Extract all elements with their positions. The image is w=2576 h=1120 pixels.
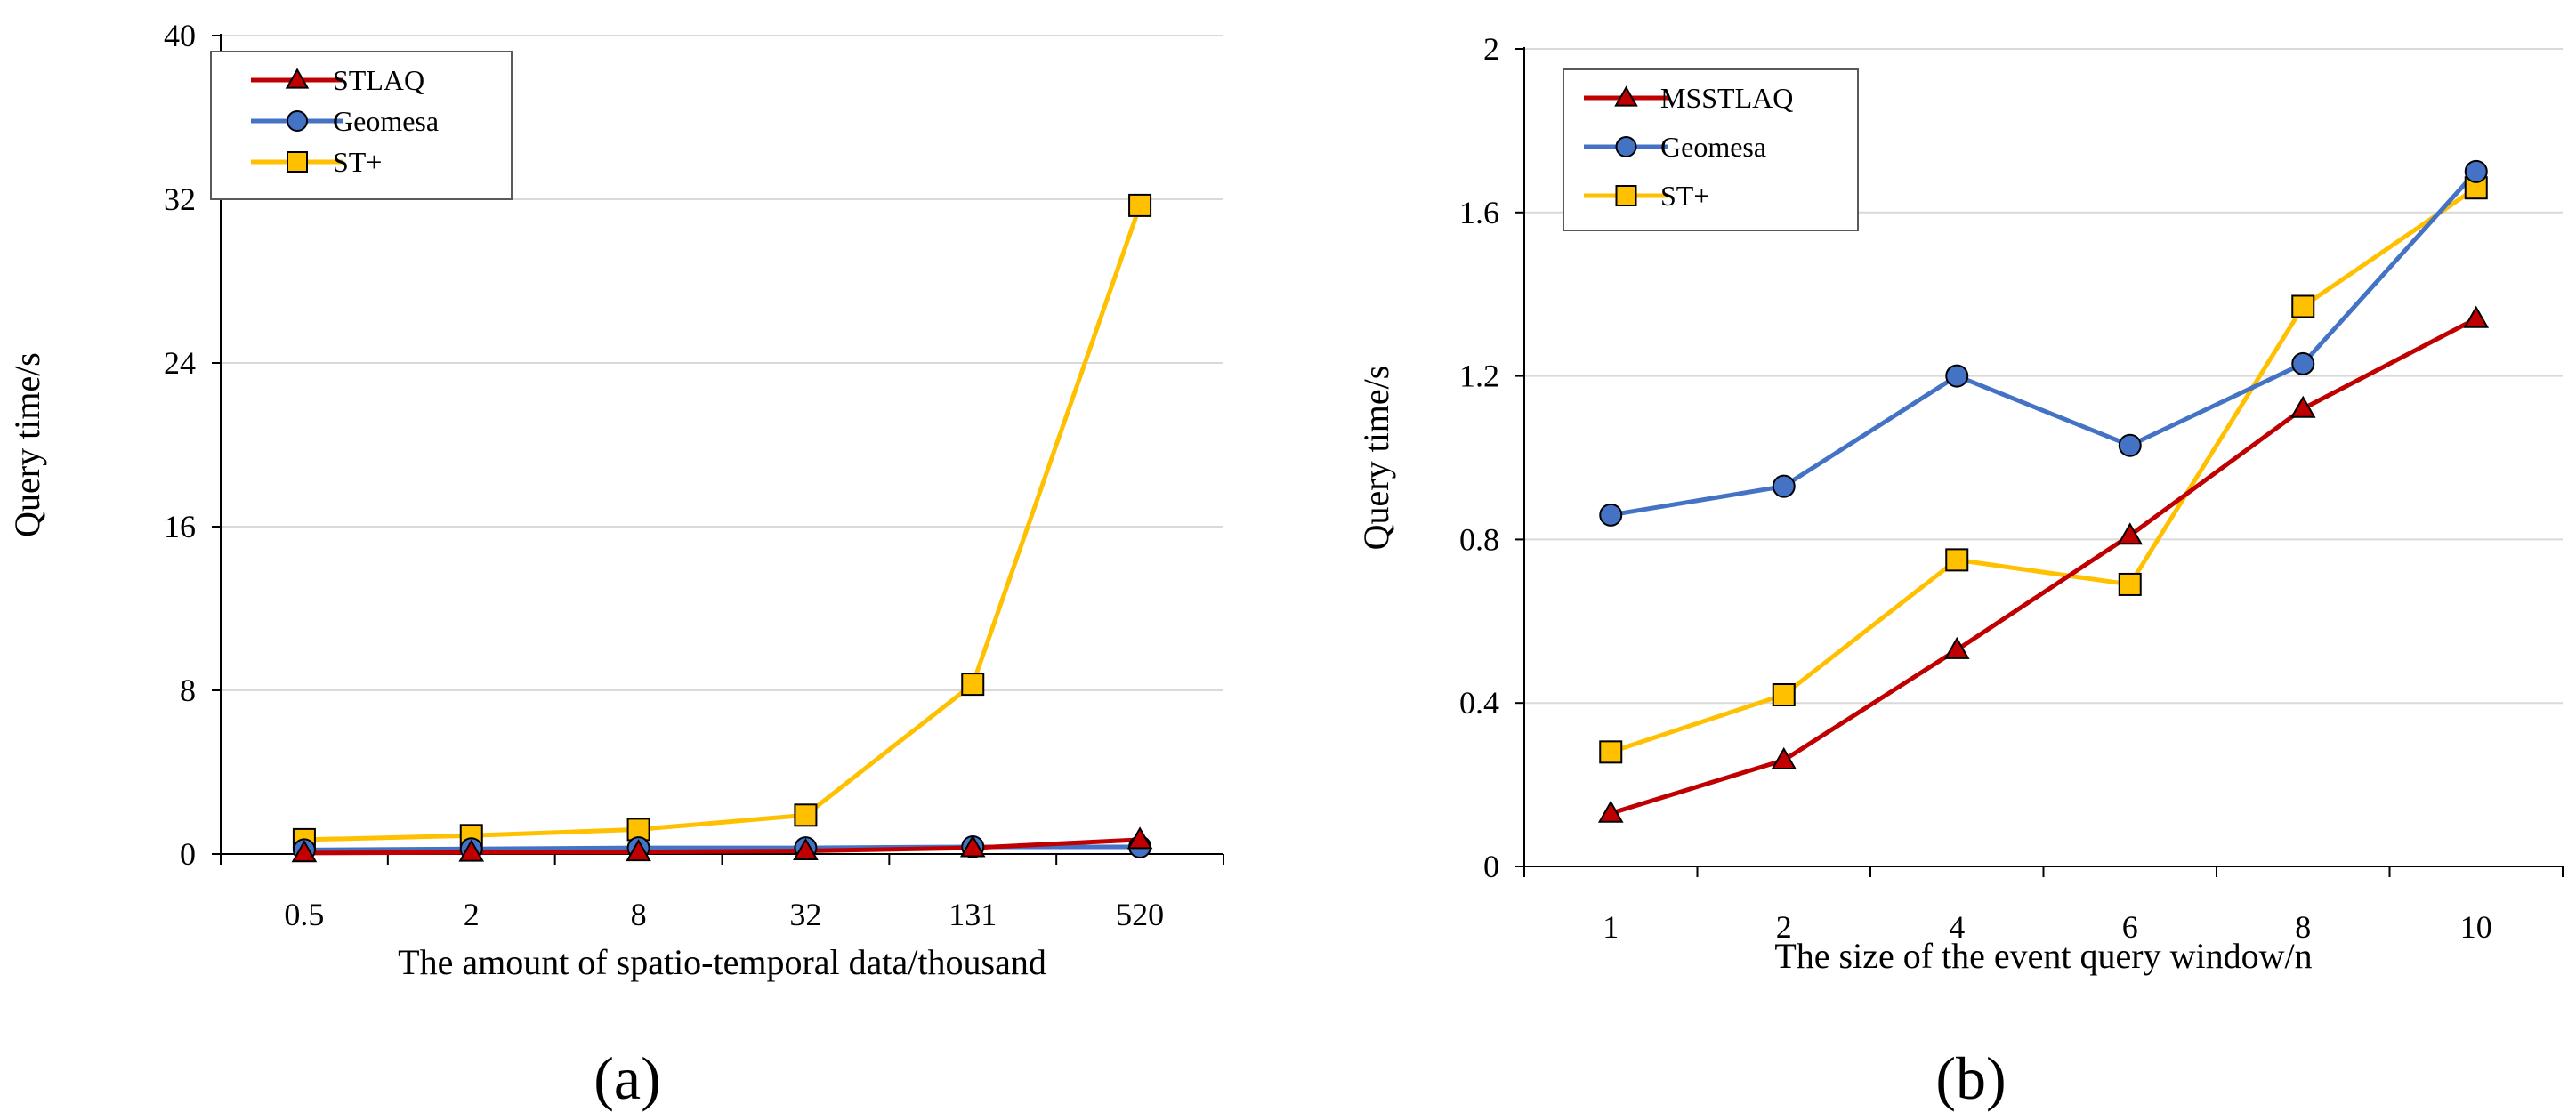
data-point-geomesa — [2464, 159, 2488, 183]
x-tick-label: 8 — [2295, 909, 2311, 945]
data-point-msstlaq — [1597, 800, 1624, 823]
x-tick-label: 32 — [789, 897, 821, 932]
y-tick-label: 24 — [164, 345, 196, 381]
data-point-geomesa — [2118, 433, 2142, 457]
data-point-msstlaq — [1943, 636, 1970, 659]
x-tick-label: 2 — [464, 897, 480, 932]
y-axis-label: Query time/s — [1356, 366, 1396, 551]
x-axis-label: The amount of spatio-temporal data/thous… — [398, 942, 1046, 982]
data-point-stlaq — [793, 837, 819, 860]
legend-marker-square — [1615, 185, 1637, 206]
x-tick-label: 1 — [1603, 909, 1619, 945]
y-tick-label: 40 — [164, 18, 196, 53]
data-point-st- — [794, 803, 818, 827]
panel-label: (a) — [594, 1044, 660, 1112]
data-point-stlaq — [291, 840, 318, 863]
series-line-stlaq — [303, 837, 1141, 856]
y-tick-label: 0 — [180, 836, 196, 872]
data-point-geomesa — [1772, 474, 1796, 498]
data-point-st- — [2118, 572, 2142, 596]
legend-item: ST+ — [1584, 180, 1709, 212]
legend-label: Geomesa — [1660, 131, 1766, 163]
data-point-st- — [1945, 548, 1969, 572]
legend-item: Geomesa — [251, 105, 439, 137]
data-point-st- — [2291, 294, 2315, 318]
series-line-msstlaq — [1610, 317, 2477, 816]
data-point-stlaq — [1126, 826, 1153, 850]
x-tick-label: 0.5 — [284, 897, 324, 932]
legend-marker-circle — [287, 110, 308, 132]
x-tick-label: 2 — [1776, 909, 1792, 945]
legend-label: STLAQ — [333, 64, 424, 96]
legend: MSSTLAQ Geomesa ST+ — [1563, 68, 1859, 231]
data-point-msstlaq — [2463, 305, 2490, 328]
series-line-st- — [303, 205, 1143, 842]
legend-item: STLAQ — [251, 64, 424, 96]
data-point-stlaq — [458, 839, 485, 862]
data-point-st- — [961, 673, 985, 697]
y-axis-label: Query time/s — [7, 352, 47, 537]
panel-label: (b) — [1935, 1044, 2006, 1112]
series-line-geomesa — [1610, 170, 2478, 518]
x-axis-label: The size of the event query window/n — [1774, 936, 2312, 976]
x-tick-label: 4 — [1949, 909, 1965, 945]
legend-item: Geomesa — [1584, 131, 1766, 163]
x-tick-label: 6 — [2122, 909, 2138, 945]
y-tick-label: 8 — [180, 673, 196, 708]
data-point-stlaq — [626, 839, 651, 862]
y-tick-label: 1.2 — [1459, 359, 1499, 394]
y-tick-label: 16 — [164, 509, 196, 544]
series-line-st- — [1610, 186, 2478, 754]
data-point-st- — [1772, 683, 1796, 707]
legend-marker-triangle — [1614, 85, 1638, 107]
data-point-msstlaq — [2117, 522, 2144, 545]
x-tick-label: 131 — [949, 897, 997, 932]
legend-marker-triangle — [285, 68, 310, 89]
legend-item: ST+ — [251, 146, 382, 178]
legend-marker-circle — [1615, 136, 1637, 157]
data-point-msstlaq — [1771, 746, 1797, 769]
legend-label: ST+ — [1660, 180, 1709, 212]
data-point-geomesa — [2291, 351, 2315, 375]
data-point-stlaq — [959, 834, 986, 858]
legend-box — [210, 51, 513, 200]
data-point-geomesa — [1945, 364, 1969, 388]
legend-label: Geomesa — [333, 105, 439, 137]
y-tick-label: 0.4 — [1459, 685, 1499, 721]
x-tick-label: 8 — [631, 897, 647, 932]
y-tick-label: 1.6 — [1459, 195, 1499, 230]
data-point-msstlaq — [2289, 395, 2316, 418]
y-tick-label: 0.8 — [1459, 521, 1499, 557]
y-tick-label: 2 — [1483, 31, 1499, 67]
y-tick-label: 32 — [164, 181, 196, 217]
legend-label: ST+ — [333, 146, 382, 178]
chart-b: 0 0.4 0.8 1.2 1.6 2 1 2 4 6 8 10 Query time/s The siz… — [1356, 31, 2564, 1112]
y-tick-label: 0 — [1483, 849, 1499, 884]
data-point-st- — [1128, 193, 1152, 217]
legend-marker-square — [287, 151, 308, 173]
legend-item: MSSTLAQ — [1584, 82, 1793, 114]
x-tick-label: 10 — [2460, 909, 2492, 945]
x-tick-label: 520 — [1116, 897, 1164, 932]
data-point-st- — [1599, 740, 1623, 764]
legend-label: MSSTLAQ — [1660, 82, 1793, 114]
legend: STLAQ Geomesa ST+ — [210, 51, 513, 200]
data-point-geomesa — [1599, 503, 1623, 527]
chart-a: 0 8 16 24 32 40 0.5 2 8 32 131 520 Query time/s The a… — [7, 18, 1224, 1112]
